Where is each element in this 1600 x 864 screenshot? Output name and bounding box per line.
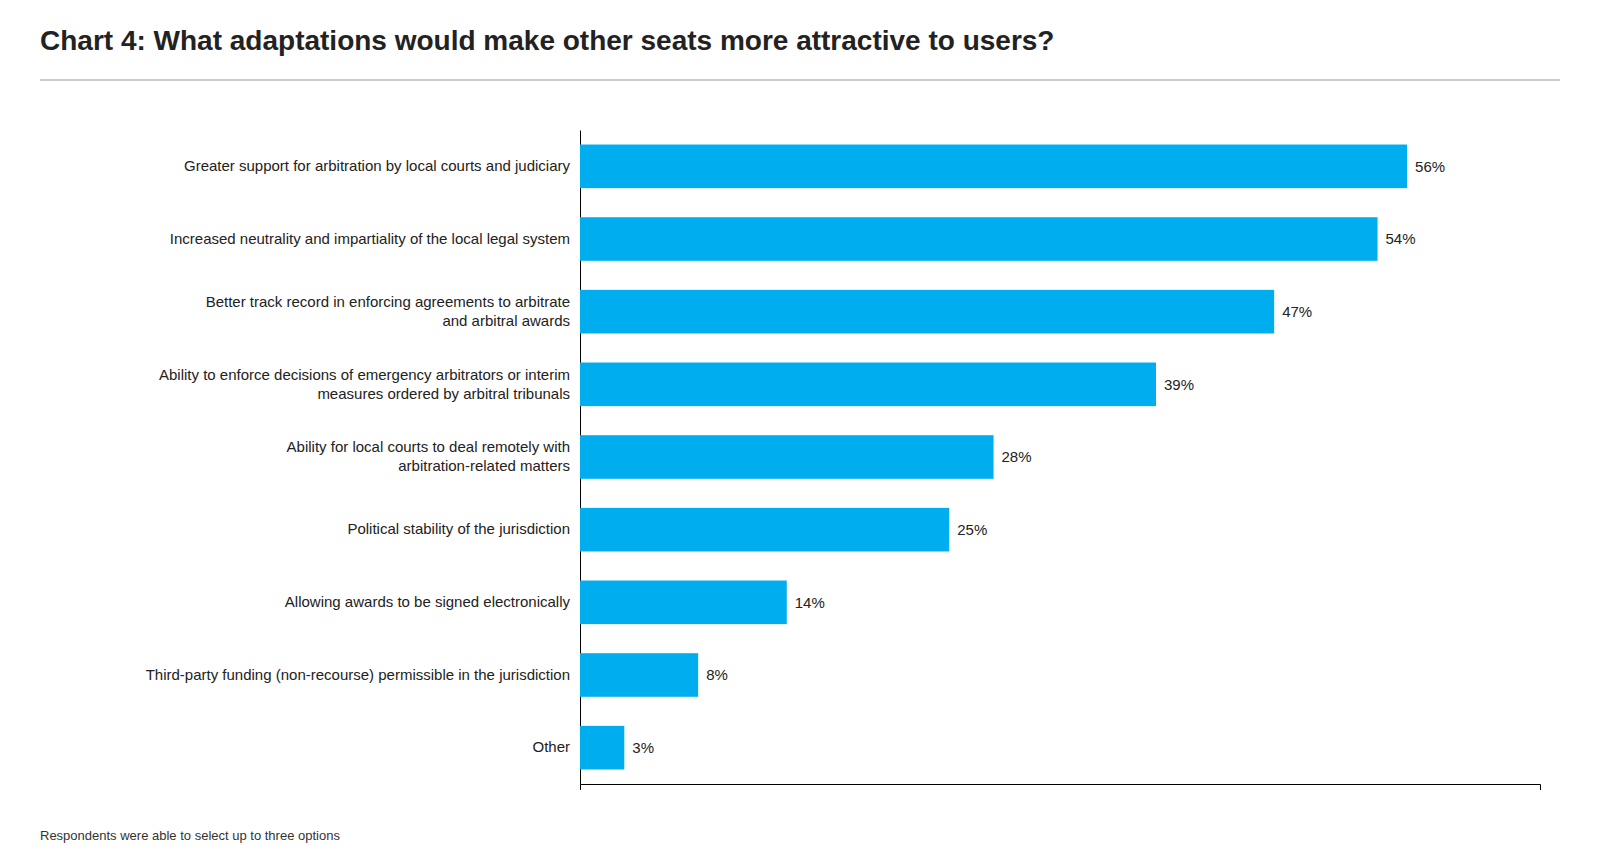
y-tick-label: Increased neutrality and impartiality of… <box>170 230 570 247</box>
data-label: 14% <box>795 594 825 611</box>
title: Chart 4: What adaptations would make oth… <box>40 25 1054 56</box>
y-tick-label: Ability to enforce decisions of emergenc… <box>159 366 570 402</box>
y-tick: Other <box>532 738 570 755</box>
x-axis-line <box>581 785 1541 791</box>
y-tick-label-line: Allowing awards to be signed electronica… <box>285 593 571 610</box>
bar <box>580 435 994 479</box>
bars <box>580 145 1407 770</box>
y-tick-label-line: Increased neutrality and impartiality of… <box>170 230 570 247</box>
data-label: 56% <box>1415 158 1445 175</box>
y-tick-label: Ability for local courts to deal remotel… <box>287 438 570 474</box>
bar <box>580 581 787 625</box>
y-tick-label-line: Ability to enforce decisions of emergenc… <box>159 366 570 383</box>
y-tick-label-line: arbitration-related matters <box>398 457 570 474</box>
data-label: 25% <box>957 521 987 538</box>
data-label: 8% <box>706 666 728 683</box>
data-label: 3% <box>632 739 654 756</box>
y-tick: Ability to enforce decisions of emergenc… <box>159 366 570 402</box>
bar <box>580 508 949 552</box>
bar <box>580 726 624 770</box>
y-tick: Increased neutrality and impartiality of… <box>170 230 570 247</box>
y-tick-label: Better track record in enforcing agreeme… <box>206 293 570 329</box>
y-tick-label-line: measures ordered by arbitral tribunals <box>317 385 570 402</box>
data-labels: 56% 54% 47% 39% 28% 25% 14% 8% 3% <box>632 158 1445 756</box>
plot: Greater support for arbitration by local… <box>146 131 1541 791</box>
bar <box>580 290 1274 334</box>
bar <box>580 145 1407 189</box>
y-tick-label: Third-party funding (non-recourse) permi… <box>146 666 570 683</box>
data-label: 39% <box>1164 376 1194 393</box>
y-tick: Political stability of the jurisdiction <box>347 520 570 537</box>
y-axis: Greater support for arbitration by local… <box>146 131 581 785</box>
y-tick-label: Political stability of the jurisdiction <box>347 520 570 537</box>
data-label: 47% <box>1282 303 1312 320</box>
y-tick: Greater support for arbitration by local… <box>184 157 571 174</box>
y-tick-label-line: Other <box>532 738 570 755</box>
data-label: 28% <box>1002 448 1032 465</box>
y-tick-label-line: Third-party funding (non-recourse) permi… <box>146 666 570 683</box>
y-tick-label-line: Political stability of the jurisdiction <box>347 520 570 537</box>
y-tick-label-line: Ability for local courts to deal remotel… <box>287 438 570 455</box>
data-label: 54% <box>1386 230 1416 247</box>
bar <box>580 217 1378 261</box>
y-tick-label-line: and arbitral awards <box>442 312 570 329</box>
y-tick-label: Allowing awards to be signed electronica… <box>285 593 571 610</box>
y-tick-label-line: Better track record in enforcing agreeme… <box>206 293 570 310</box>
y-tick-label-line: Greater support for arbitration by local… <box>184 157 571 174</box>
y-tick: Better track record in enforcing agreeme… <box>206 293 570 329</box>
y-tick-label: Greater support for arbitration by local… <box>184 157 571 174</box>
y-tick: Allowing awards to be signed electronica… <box>285 593 571 610</box>
title-rule <box>40 80 1560 81</box>
chart: Chart 4: What adaptations would make oth… <box>0 0 1600 864</box>
y-tick: Third-party funding (non-recourse) permi… <box>146 666 570 683</box>
x-axis <box>581 785 1541 791</box>
bar <box>580 653 698 697</box>
y-tick-label: Other <box>532 738 570 755</box>
y-tick: Ability for local courts to deal remotel… <box>287 438 570 474</box>
bar <box>580 363 1156 407</box>
footnote: Respondents were able to select up to th… <box>40 828 340 843</box>
